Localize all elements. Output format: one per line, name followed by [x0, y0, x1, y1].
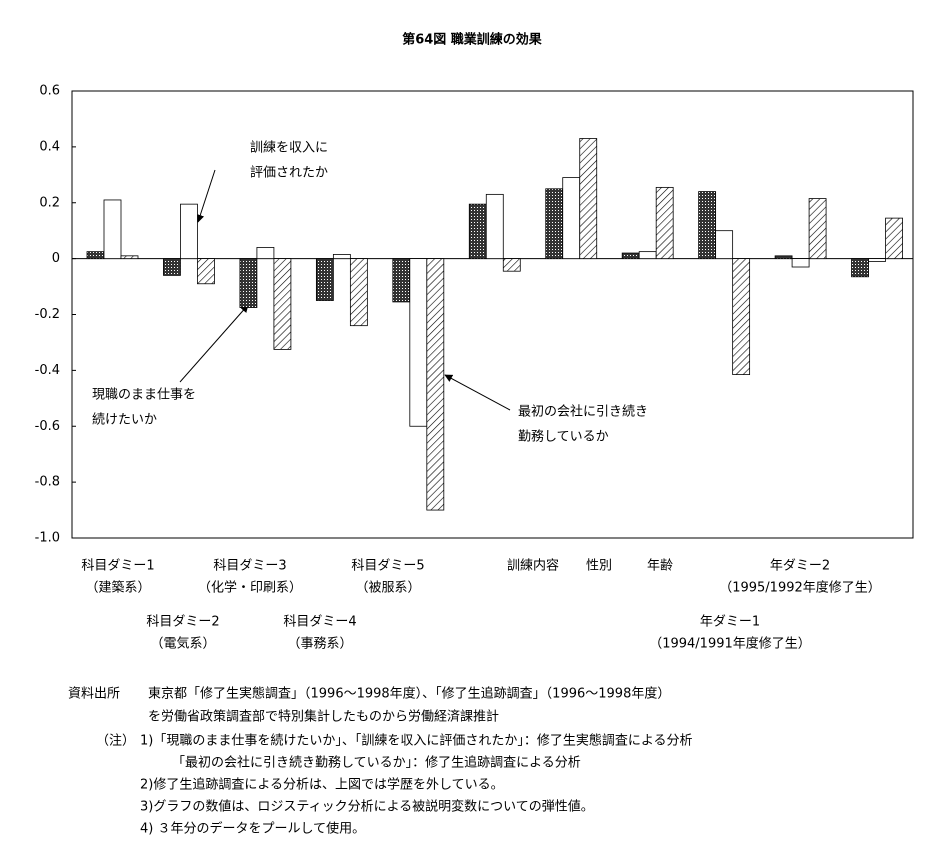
bar	[791, 258, 810, 268]
bar	[545, 188, 564, 260]
annotation: 現職のまま仕事を	[92, 388, 196, 403]
x-tick-sublabel: （電気系）	[150, 636, 215, 652]
x-tick-label: 科目ダミー2	[146, 615, 219, 630]
x-tick-label: 科目ダミー4	[283, 615, 356, 630]
x-tick-label: 年齢	[647, 559, 673, 574]
x-tick-label: 年ダミー1	[700, 615, 760, 630]
bar	[655, 186, 674, 260]
bar	[468, 203, 487, 260]
note-line: 2)修了生追跡調査による分析は、上図では学歴を外している。	[140, 777, 504, 793]
y-tick-label: 0	[52, 251, 60, 266]
note-line: 1)「現職のまま仕事を続けたいか」、「訓練を収入に評価されたか」：修了生実態調査…	[140, 733, 692, 749]
bar	[808, 198, 827, 260]
x-tick-sublabel: （被服系）	[355, 581, 420, 596]
x-tick-sublabel: （建築系）	[85, 581, 150, 596]
y-tick-label: -0.2	[35, 307, 60, 322]
x-tick-sublabel: （事務系）	[287, 637, 352, 652]
y-tick-label: 0.4	[39, 139, 60, 154]
bar	[621, 252, 640, 260]
arrow	[196, 169, 216, 223]
x-tick-label: 性別	[586, 559, 612, 574]
bar	[562, 177, 581, 260]
note-line: 「最初の会社に引き続き勤務しているか」：修了生追跡調査による分析	[172, 755, 581, 771]
annotation: 訓練を収入に	[250, 140, 328, 156]
bar	[180, 203, 198, 260]
bar	[163, 258, 181, 276]
source-line: を労働省政策調査部で特別集計したものから労働経済課推計	[148, 709, 499, 725]
bar	[732, 258, 751, 375]
bar	[579, 138, 598, 260]
x-tick-label: 訓練内容	[507, 558, 559, 574]
bar	[256, 247, 275, 260]
bar	[426, 258, 445, 511]
bar	[86, 251, 105, 260]
bar	[120, 255, 139, 260]
bar	[485, 193, 504, 260]
bar	[851, 258, 869, 278]
bar	[103, 199, 122, 260]
bar	[774, 255, 793, 260]
annotation: 続けたいか	[92, 413, 157, 428]
bar	[392, 258, 411, 303]
y-tick-label: -1.0	[35, 531, 60, 546]
x-tick-sublabel: （1994/1991年度修了生）	[649, 636, 811, 652]
bar	[273, 258, 292, 350]
bar	[502, 258, 521, 272]
note-line: 4) ３年分のデータをプールして使用。	[140, 821, 365, 837]
y-tick-label: -0.6	[35, 419, 60, 434]
x-tick-label: 年ダミー2	[770, 559, 830, 574]
bar	[698, 191, 717, 260]
bar	[332, 254, 351, 260]
bar	[868, 258, 886, 262]
note-label: （注）	[96, 734, 135, 749]
bar	[409, 258, 428, 427]
bar	[638, 251, 657, 260]
x-tick-label: 科目ダミー3	[213, 559, 286, 574]
chart-title: 第64図 職業訓練の効果	[402, 32, 542, 48]
y-tick-label: 0.2	[39, 195, 60, 210]
bar	[197, 258, 215, 285]
bar	[315, 258, 334, 301]
annotation: 最初の会社に引き続き	[518, 404, 648, 420]
annotation: 評価されたか	[250, 166, 328, 181]
bar	[239, 258, 258, 308]
x-tick-label: 科目ダミー1	[81, 559, 154, 574]
bar	[715, 230, 734, 260]
x-tick-sublabel: （化学・印刷系）	[198, 580, 302, 596]
note-line: 3)グラフの数値は、ロジスティック分析による被説明変数についての弾性値。	[140, 799, 594, 815]
y-tick-label: 0.6	[39, 84, 60, 99]
bar	[885, 217, 903, 260]
bar	[349, 258, 368, 327]
source-label: 資料出所	[68, 687, 120, 702]
source-line: 東京都「修了生実態調査」（1996～1998年度）、「修了生追跡調査」（1996…	[148, 686, 670, 702]
y-tick-label: -0.8	[35, 475, 60, 490]
plot-frame	[71, 90, 914, 539]
y-tick-label: -0.4	[35, 363, 60, 378]
x-tick-label: 科目ダミー5	[351, 559, 424, 574]
x-tick-sublabel: （1995/1992年度修了生）	[719, 580, 881, 596]
annotation: 勤務しているか	[518, 430, 609, 445]
arrow	[444, 374, 511, 411]
arrow	[179, 304, 249, 383]
